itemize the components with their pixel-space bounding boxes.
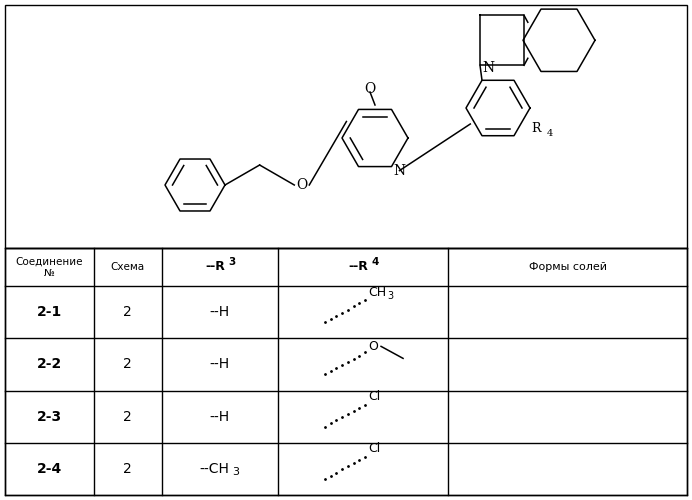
Text: CH: CH	[368, 286, 386, 298]
Text: Формы солей: Формы солей	[529, 262, 607, 272]
Text: N: N	[482, 62, 494, 76]
Text: N: N	[394, 164, 406, 177]
Text: --H: --H	[210, 305, 230, 319]
Text: --H: --H	[210, 358, 230, 372]
Text: 2-2: 2-2	[37, 358, 62, 372]
Text: 2-3: 2-3	[37, 410, 62, 424]
Text: --R: --R	[205, 260, 225, 274]
Text: --H: --H	[210, 410, 230, 424]
Text: Cl: Cl	[368, 390, 381, 403]
Bar	[5, 248, 687, 495]
Text: 4: 4	[371, 257, 379, 267]
Bar	[5, 5, 687, 248]
Text: O: O	[368, 340, 378, 353]
Text: 3: 3	[228, 257, 235, 267]
Text: 3: 3	[387, 291, 393, 301]
Text: 4: 4	[547, 130, 553, 138]
Text: Схема: Схема	[111, 262, 145, 272]
Text: 2: 2	[123, 410, 132, 424]
Text: Соединение
№: Соединение №	[16, 256, 83, 278]
Text: 2-1: 2-1	[37, 305, 62, 319]
Text: 2: 2	[123, 305, 132, 319]
Text: Cl: Cl	[368, 442, 381, 456]
Text: 3: 3	[232, 467, 239, 477]
Text: --CH: --CH	[199, 462, 229, 476]
Text: 2-4: 2-4	[37, 462, 62, 476]
Text: O: O	[365, 82, 376, 96]
Text: N: N	[553, 0, 565, 2]
Text: R: R	[531, 122, 540, 136]
Text: 2: 2	[123, 462, 132, 476]
Text: O: O	[297, 178, 308, 192]
Text: --R: --R	[348, 260, 368, 274]
Text: 2: 2	[123, 358, 132, 372]
